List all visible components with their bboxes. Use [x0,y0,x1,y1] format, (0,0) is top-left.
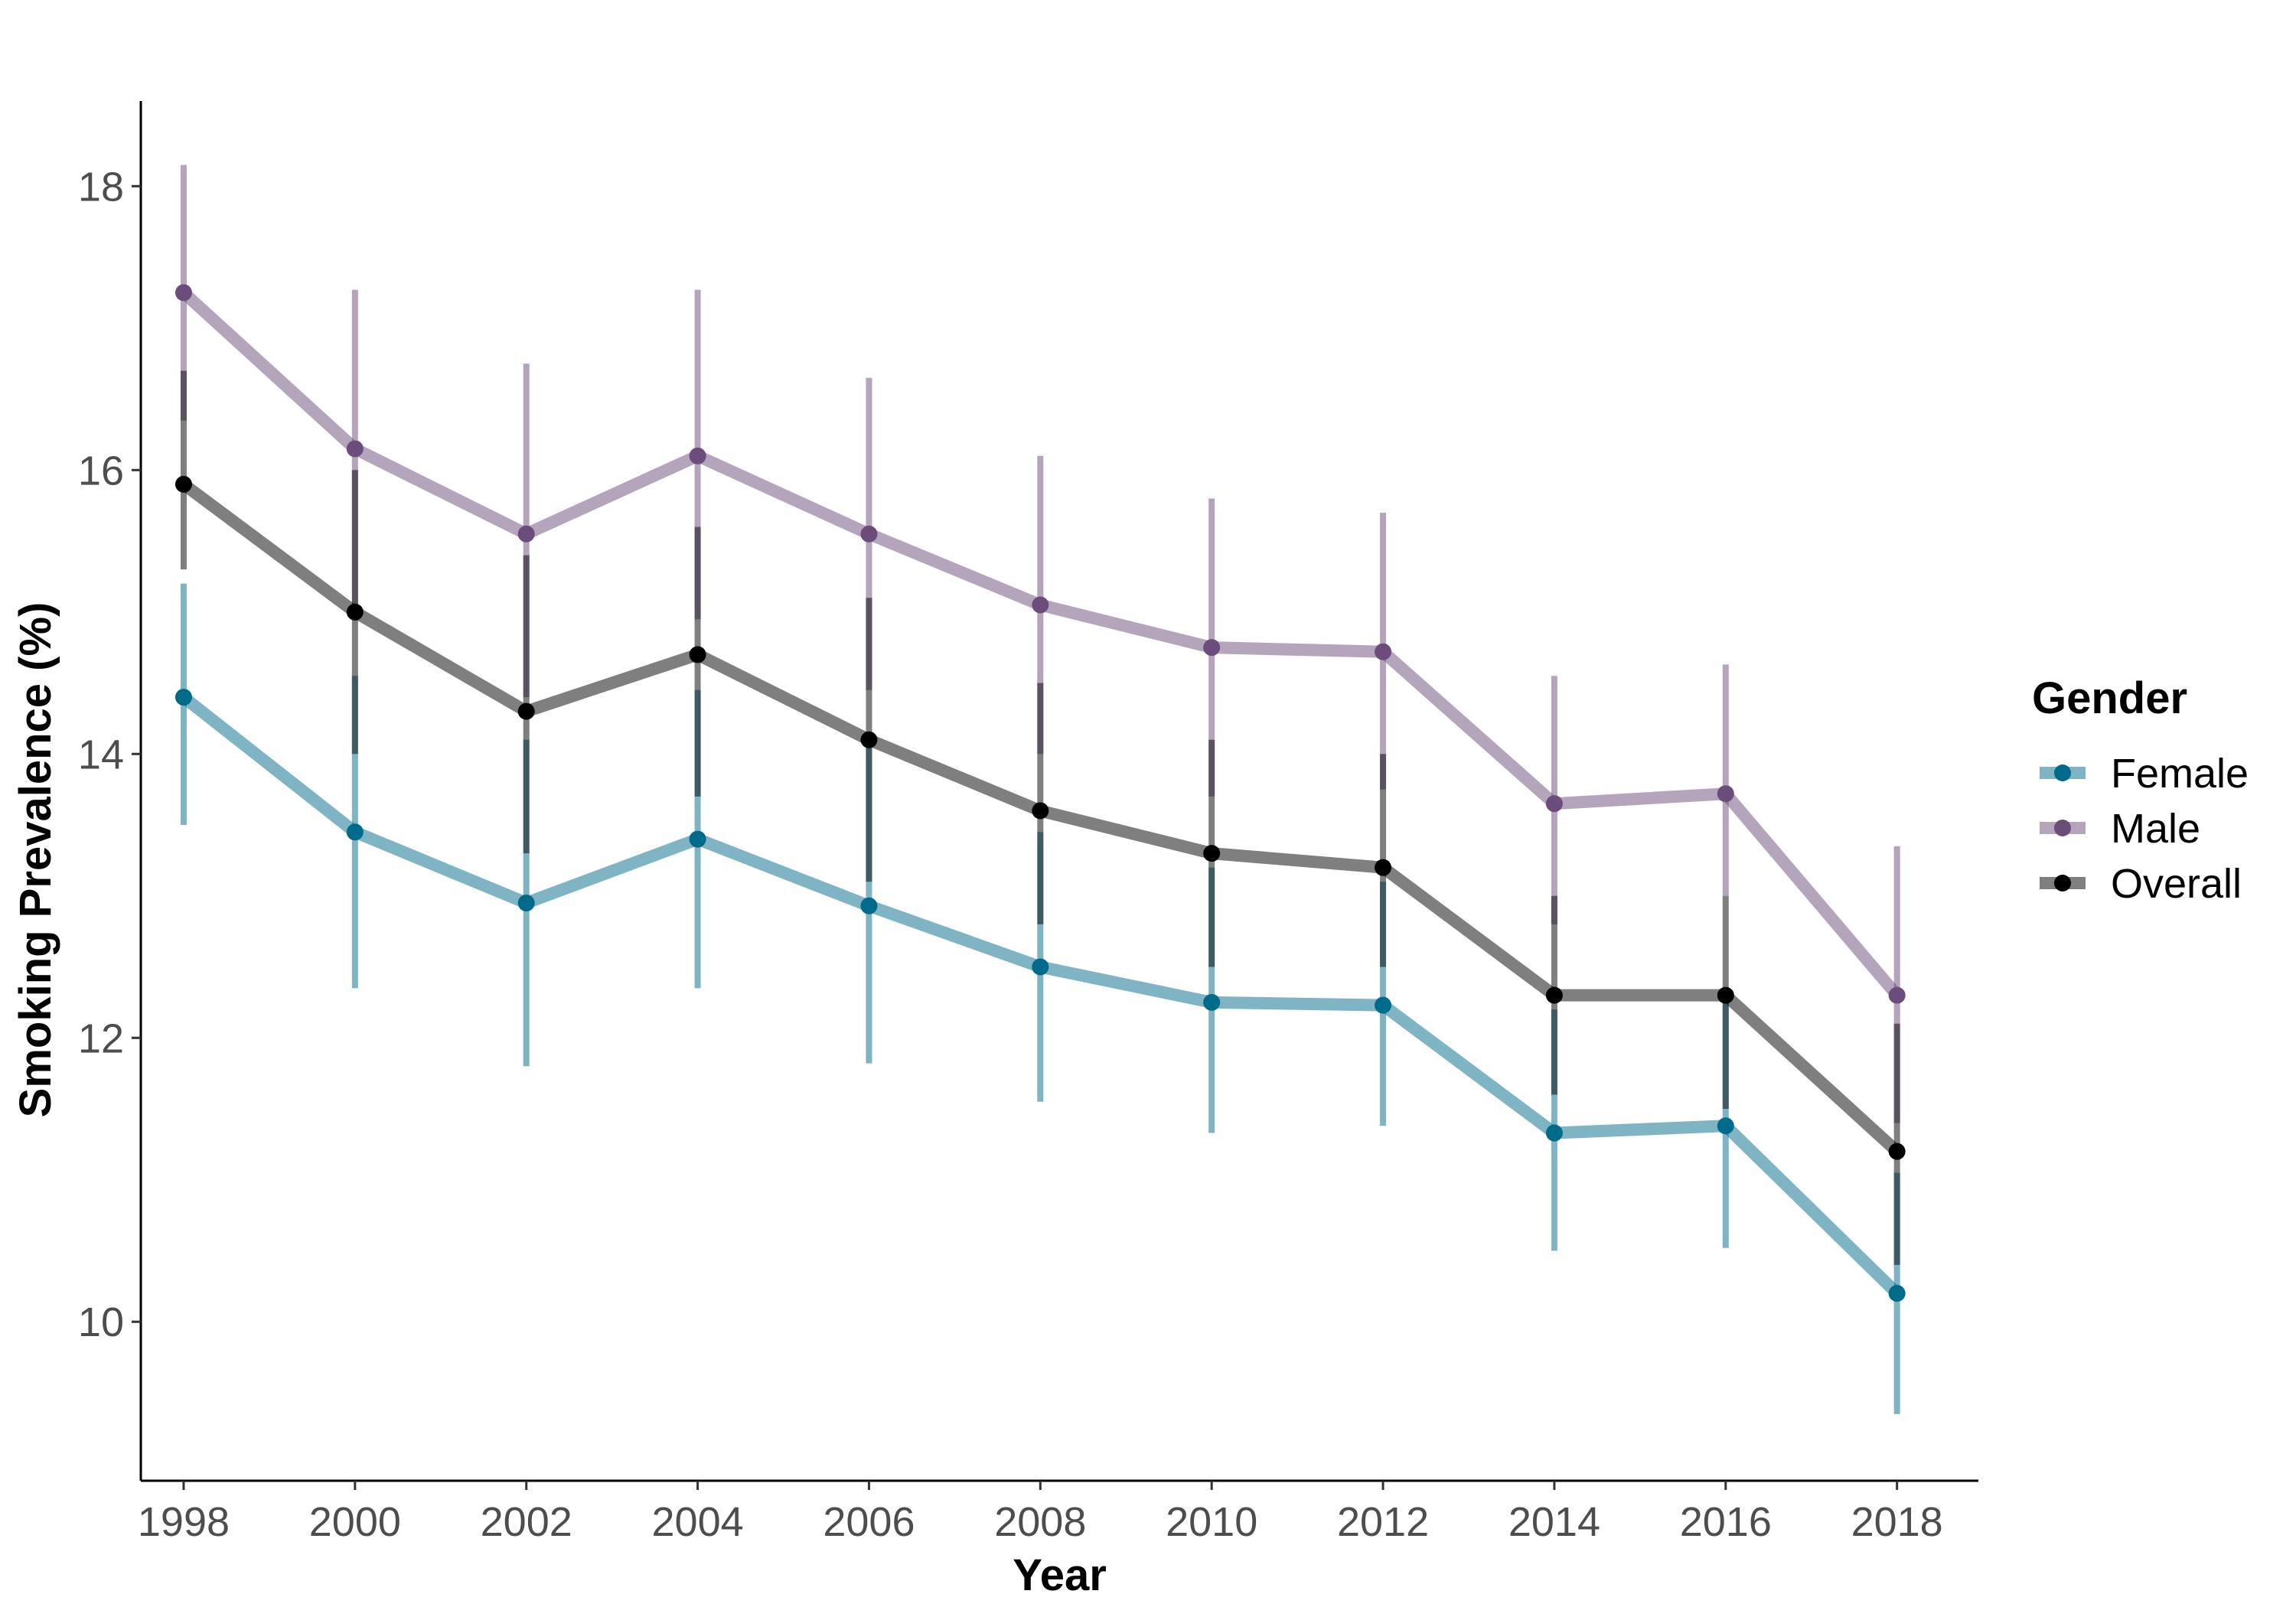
y-tick-label: 14 [78,732,124,777]
x-tick-label: 2016 [1680,1499,1772,1545]
legend-title: Gender [2032,673,2187,723]
data-point [1375,643,1392,660]
y-tick-label: 16 [78,448,124,494]
points-overall [174,475,1906,1160]
x-tick-label: 2000 [309,1499,401,1545]
data-point [1032,958,1049,976]
x-tick-label: 2010 [1166,1499,1257,1545]
legend-label: Overall [2111,861,2242,907]
data-point [1032,802,1049,820]
data-point [174,689,192,706]
data-point [1032,596,1049,614]
legend: Gender Female Male Overall [2032,673,2249,907]
data-point [174,284,192,302]
x-tick-label: 2006 [823,1499,915,1545]
legend-swatch-point [2054,820,2071,836]
data-point [1888,1143,1906,1160]
data-point [689,830,706,848]
data-point [1888,986,1906,1004]
legend-item-overall: Overall [2040,861,2242,907]
data-point [1545,986,1563,1004]
data-point [1203,845,1221,862]
data-point [1717,785,1734,803]
data-point [860,525,878,543]
points-female [174,689,1906,1302]
data-point [1375,859,1392,876]
data-point [1888,1285,1906,1302]
data-point [1375,996,1392,1014]
y-tick-label: 10 [78,1299,124,1345]
legend-item-male: Male [2040,806,2200,852]
y-tick-label: 18 [78,164,124,210]
data-point [517,702,535,720]
data-point [517,525,535,543]
x-axis-title: Year [1013,1550,1107,1600]
data-point [1717,986,1734,1004]
plot-area [174,165,1906,1414]
x-tick-label: 2004 [652,1499,744,1545]
data-point [517,895,535,912]
data-point [174,475,192,493]
x-tick-label: 2012 [1337,1499,1429,1545]
data-point [689,646,706,663]
data-point [346,440,364,458]
x-tick-label: 2018 [1851,1499,1943,1545]
x-tick-label: 2008 [994,1499,1086,1545]
y-tick-label: 12 [78,1015,124,1061]
legend-swatch-point [2054,764,2071,781]
data-point [346,603,364,621]
legend-label: Male [2111,806,2200,852]
data-point [689,447,706,464]
axes: 10 12 14 16 18 1998 2000 2002 2004 2006 2008 2010 20… [78,101,1978,1545]
legend-item-female: Female [2040,751,2249,797]
data-point [1717,1117,1734,1135]
legend-swatch-point [2054,875,2071,892]
data-point [346,823,364,841]
points-male [174,284,1906,1004]
data-point [1545,1124,1563,1142]
data-point [1545,795,1563,813]
y-axis-title: Smoking Prevalence (%) [11,602,60,1118]
data-point [860,731,878,748]
legend-label: Female [2111,751,2249,797]
x-tick-label: 1998 [138,1499,230,1545]
data-point [1203,639,1221,657]
x-tick-label: 2002 [481,1499,572,1545]
data-point [1203,993,1221,1011]
data-point [860,897,878,914]
x-tick-label: 2014 [1508,1499,1600,1545]
